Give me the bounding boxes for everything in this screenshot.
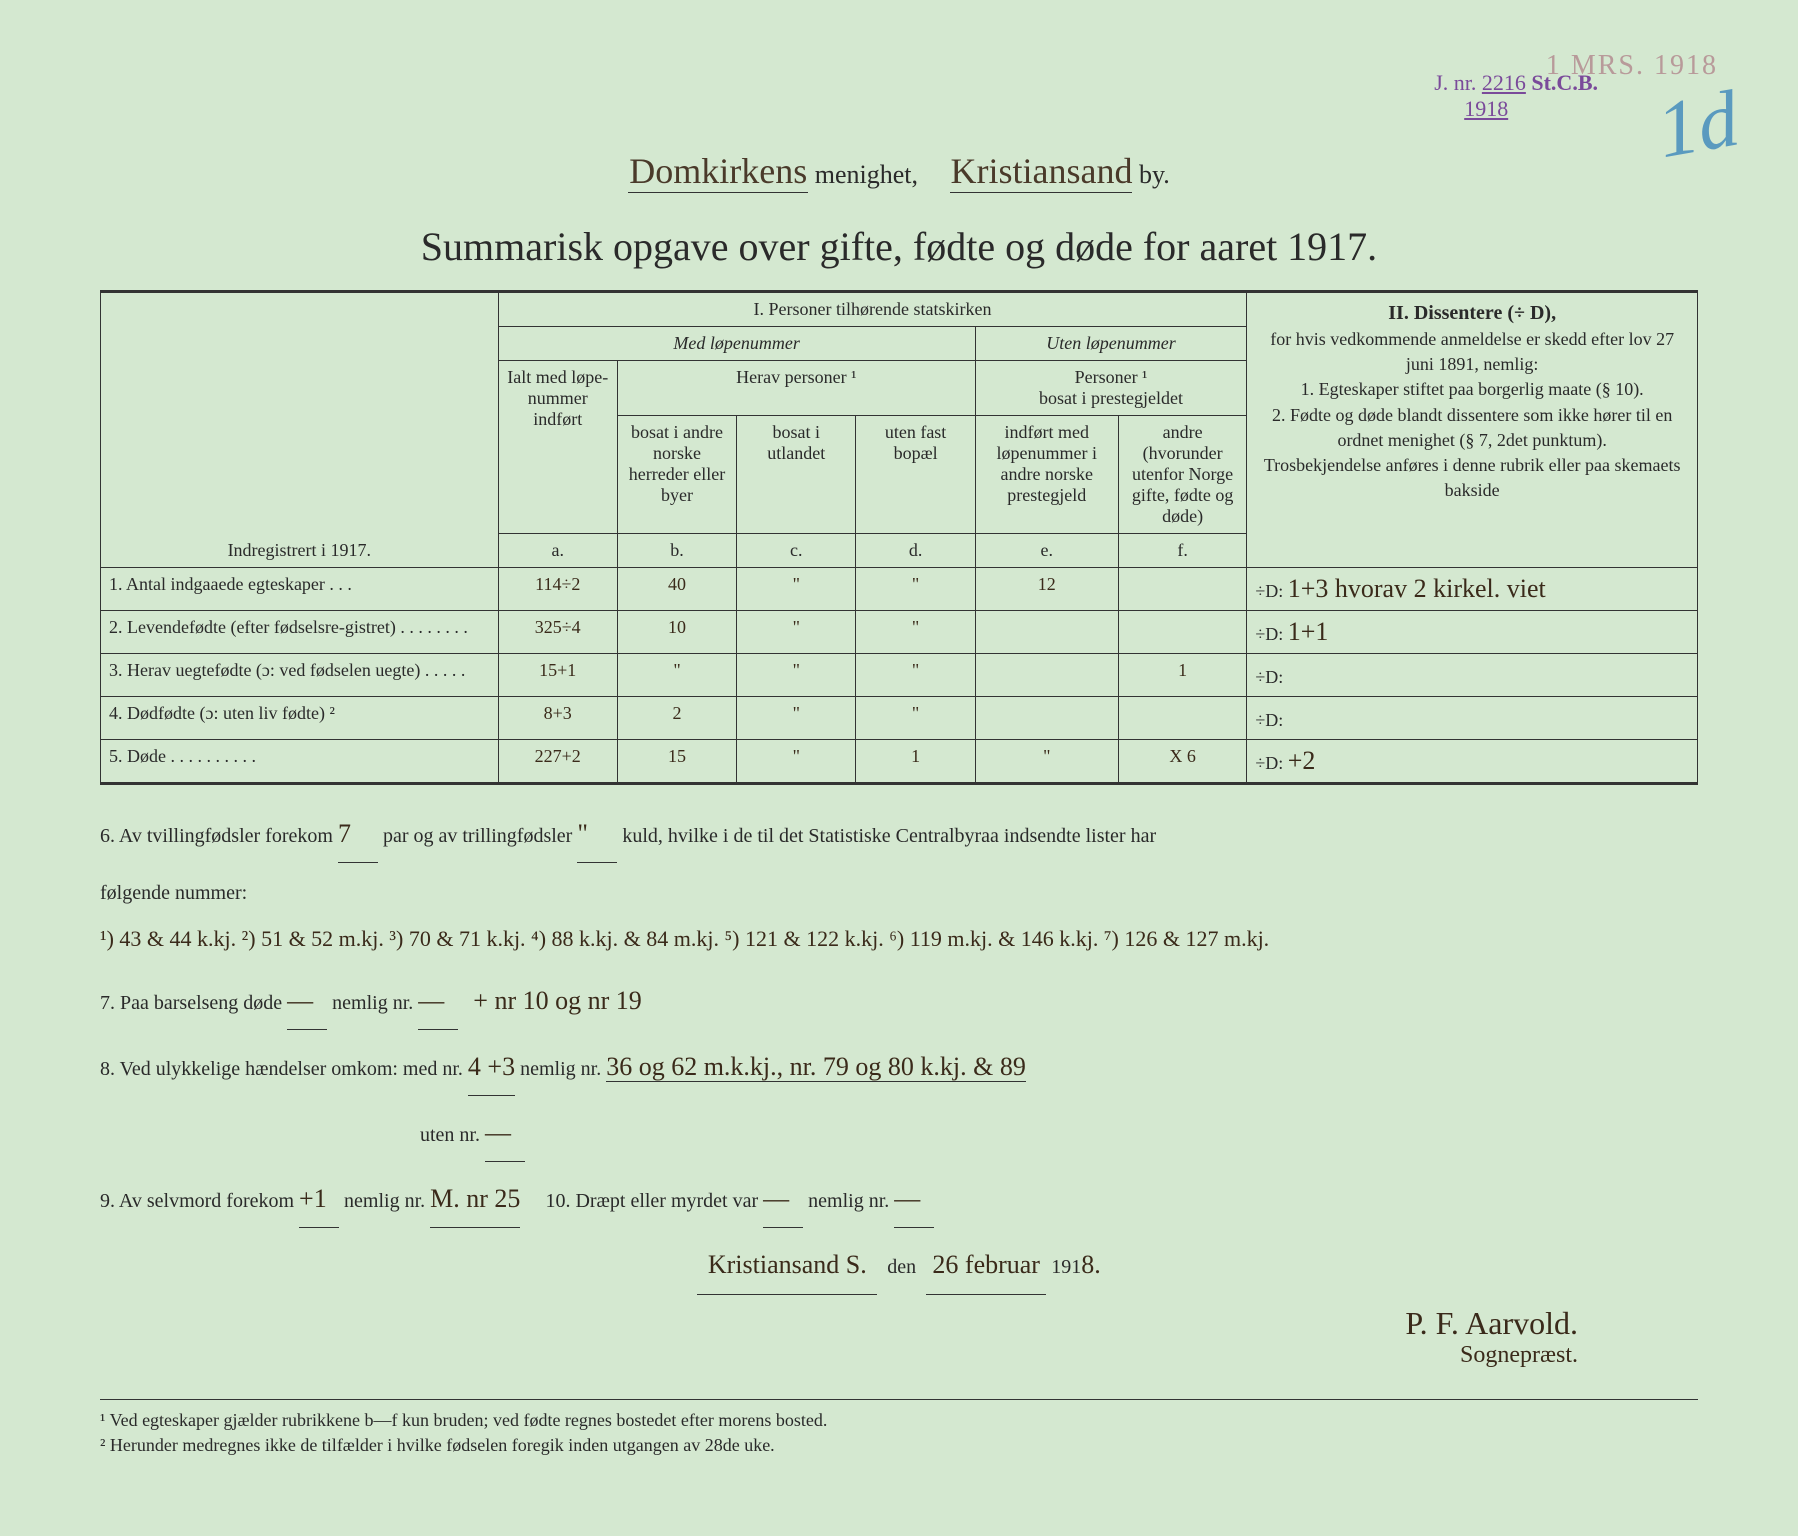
parish-name: Domkirkens: [628, 150, 808, 193]
herav-personer-header: Herav personer ¹: [617, 361, 975, 416]
cell-c: ": [737, 740, 856, 784]
twin-numbers: ¹) 43 & 44 k.kj. ²) 51 & 52 m.kj. ³) 70 …: [100, 926, 1269, 951]
by-label: by.: [1139, 160, 1170, 189]
signature-name: P. F. Aarvold.: [100, 1305, 1578, 1342]
stamp-year: 1918: [1464, 96, 1508, 121]
row-label: 5. Døde . . . . . . . . . .: [101, 740, 499, 784]
cell-a: 227+2: [498, 740, 617, 784]
cell-b: 15: [617, 740, 736, 784]
col-a-head: Ialt med løpe-nummer indført: [498, 361, 617, 534]
table-row: 3. Herav uegtefødte (ɔ: ved fødselen ueg…: [101, 654, 1698, 697]
cell-f: [1118, 568, 1247, 611]
row-label: 4. Dødfødte (ɔ: uten liv fødte) ²: [101, 697, 499, 740]
signature-title: Sognepræst.: [100, 1342, 1578, 1369]
cell-e: [975, 654, 1118, 697]
cell-b: ": [617, 654, 736, 697]
col-letter-f: f.: [1118, 534, 1247, 568]
signature-block: P. F. Aarvold. Sognepræst.: [100, 1305, 1578, 1369]
row-label: 3. Herav uegtefødte (ɔ: ved fødselen ueg…: [101, 654, 499, 697]
document-title: Summarisk opgave over gifte, fødte og dø…: [100, 223, 1698, 270]
cell-d: ": [856, 697, 975, 740]
cell-g: ÷D:: [1247, 654, 1698, 697]
cell-g: ÷D:: [1247, 697, 1698, 740]
cell-b: 10: [617, 611, 736, 654]
blue-annotation-mark: 1d: [1651, 74, 1746, 178]
col-letter-c: c.: [737, 534, 856, 568]
table-row: 4. Dødfødte (ɔ: uten liv fødte) ²8+32""÷…: [101, 697, 1698, 740]
cell-g: ÷D: +2: [1247, 740, 1698, 784]
cell-c: ": [737, 697, 856, 740]
cell-d: ": [856, 654, 975, 697]
table-row: 5. Døde . . . . . . . . . .227+215"1"X 6…: [101, 740, 1698, 784]
note-7-extra: + nr 10 og nr 19: [473, 986, 641, 1015]
cell-f: [1118, 697, 1247, 740]
col-letter-b: b.: [617, 534, 736, 568]
received-date-stamp: 1 MRS. 1918: [1546, 50, 1718, 82]
row-label: 2. Levendefødte (efter fødselsre-gistret…: [101, 611, 499, 654]
col-indregistrert: Indregistrert i 1917.: [101, 292, 499, 568]
col-b-head: bosat i andre norske herreder eller byer: [617, 416, 736, 534]
cell-a: 325÷4: [498, 611, 617, 654]
cell-c: ": [737, 611, 856, 654]
stamp-jnr: J. nr.: [1434, 70, 1476, 95]
twin-count: 7: [338, 805, 378, 863]
cell-d: ": [856, 611, 975, 654]
cell-a: 8+3: [498, 697, 617, 740]
cell-e: [975, 611, 1118, 654]
cell-g: ÷D: 1+1: [1247, 611, 1698, 654]
cell-d: ": [856, 568, 975, 611]
footnote-2: ² Herunder medregnes ikke de tilfælder i…: [100, 1435, 1698, 1456]
note-8: 8. Ved ulykkelige hændelser omkom: med n…: [100, 1038, 1698, 1096]
date: 26 februar: [926, 1236, 1046, 1294]
section-1-header: I. Personer tilhørende statskirken: [498, 292, 1247, 327]
note-7: 7. Paa barselseng døde — nemlig nr. — + …: [100, 972, 1698, 1030]
cell-f: X 6: [1118, 740, 1247, 784]
place: Kristiansand S.: [697, 1236, 877, 1294]
col-e-head: indført med løpenummer i andre norske pr…: [975, 416, 1118, 534]
col-c-head: bosat i utlandet: [737, 416, 856, 534]
cell-e: [975, 697, 1118, 740]
cell-f: 1: [1118, 654, 1247, 697]
cell-a: 114÷2: [498, 568, 617, 611]
menighet-label: menighet,: [815, 160, 918, 189]
cell-b: 2: [617, 697, 736, 740]
footnotes: egteskaper — ¹ Ved egteskaper gjælder ru…: [100, 1399, 1698, 1456]
lower-notes: 6. Av tvillingfødsler forekom 7 par og a…: [100, 805, 1698, 1295]
cell-f: [1118, 611, 1247, 654]
note-6-continued: følgende nummer: ¹) 43 & 44 k.kj. ²) 51 …: [100, 871, 1698, 963]
uten-lopenummer-header: Uten løpenummer: [975, 327, 1247, 361]
med-lopenummer-header: Med løpenummer: [498, 327, 975, 361]
table-row: 2. Levendefødte (efter fødselsre-gistret…: [101, 611, 1698, 654]
stamp-num: 2216: [1482, 70, 1526, 95]
cell-c: ": [737, 654, 856, 697]
col-letter-e: e.: [975, 534, 1118, 568]
dissentere-title: II. Dissentere (÷ D),: [1255, 299, 1689, 327]
cell-e: ": [975, 740, 1118, 784]
col-letter-d: d.: [856, 534, 975, 568]
note-6: 6. Av tvillingfødsler forekom 7 par og a…: [100, 805, 1698, 863]
table-row: 1. Antal indgaaede egteskaper . . .114÷2…: [101, 568, 1698, 611]
section-2-header: II. Dissentere (÷ D), for hvis vedkommen…: [1247, 292, 1698, 568]
document-header: Domkirkens menighet, Kristiansand by.: [100, 150, 1698, 193]
cell-g: ÷D: 1+3 hvorav 2 kirkel. viet: [1247, 568, 1698, 611]
note-9-10: 9. Av selvmord forekom +1 nemlig nr. M. …: [100, 1170, 1698, 1228]
cell-b: 40: [617, 568, 736, 611]
col-letter-a: a.: [498, 534, 617, 568]
note-8b: uten nr. —: [100, 1104, 1698, 1162]
accident-numbers: 36 og 62 m.k.kj., nr. 79 og 80 k.kj. & 8…: [606, 1052, 1026, 1082]
cell-c: ": [737, 568, 856, 611]
col-d-head: uten fast bopæl: [856, 416, 975, 534]
summary-table: Indregistrert i 1917. I. Personer tilhør…: [100, 290, 1698, 785]
dissentere-body: for hvis vedkommende anmeldelse er skedd…: [1255, 327, 1689, 503]
personer-bosat-header: Personer ¹ bosat i prestegjeldet: [975, 361, 1247, 416]
col-f-head: andre (hvorunder utenfor Norge gifte, fø…: [1118, 416, 1247, 534]
footnote-1-full: ¹ Ved egteskaper gjælder rubrikkene b—f …: [100, 1410, 1698, 1431]
row-label: 1. Antal indgaaede egteskaper . . .: [101, 568, 499, 611]
cell-e: 12: [975, 568, 1118, 611]
triplet-count: ": [577, 805, 617, 863]
place-date-line: Kristiansand S. den 26 februar 1918.: [100, 1236, 1698, 1294]
cell-a: 15+1: [498, 654, 617, 697]
city-name: Kristiansand: [950, 150, 1132, 193]
cell-d: 1: [856, 740, 975, 784]
